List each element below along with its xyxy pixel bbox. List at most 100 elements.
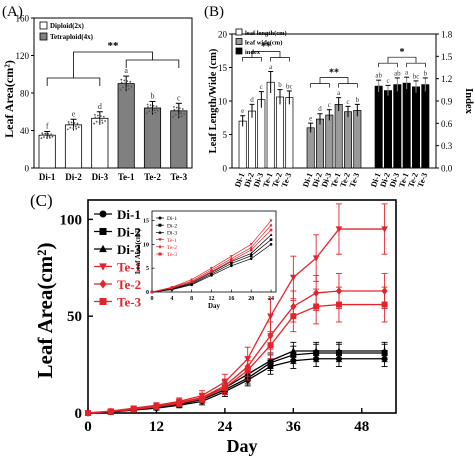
x-tick-label: 36: [286, 419, 302, 435]
bar: [285, 97, 294, 169]
bar: [170, 110, 188, 169]
inset-data-point: [249, 248, 253, 252]
bar: [238, 120, 247, 169]
data-point: [107, 408, 114, 415]
significance-marker: **: [329, 68, 339, 79]
data-point: [172, 115, 175, 118]
y-tick-label: 0: [25, 164, 30, 174]
x-tick-label: Di-3: [92, 172, 109, 182]
inset-data-point: [269, 233, 273, 236]
inset-data-point: [269, 228, 273, 232]
inset-y-tick-label: 10: [143, 242, 149, 248]
data-point: [178, 107, 181, 110]
significance-letter: a: [124, 66, 128, 75]
inset-data-point: [210, 267, 213, 270]
data-point: [69, 126, 72, 129]
legend-marker: [99, 228, 107, 235]
data-point: [130, 406, 137, 413]
bar: [393, 84, 402, 169]
bracket-between: [319, 77, 349, 84]
inset-y-tick-label: 15: [143, 219, 149, 225]
bar: [248, 110, 256, 169]
inset-data-point: [210, 272, 213, 276]
significance-letter: d: [250, 96, 254, 104]
bar: [412, 86, 420, 169]
inset-legend-label: Di-2: [167, 223, 177, 229]
bar: [353, 110, 362, 169]
bracket-tetraploid: [406, 62, 426, 68]
y2-tick-label: 0.9: [441, 97, 453, 107]
data-point: [126, 80, 129, 83]
inset-data-point: [210, 270, 213, 273]
data-point: [381, 347, 388, 354]
legend-label: index: [245, 49, 261, 56]
bar: [374, 85, 383, 169]
data-point: [77, 126, 80, 129]
data-point: [76, 122, 79, 125]
legend-label: Di-2: [117, 225, 141, 240]
inset-y-axis-label: Leaf Area(cm²): [134, 228, 142, 274]
x-tick-label: 48: [354, 419, 369, 435]
inset-data-point: [229, 255, 233, 258]
y-tick-label: 5: [223, 130, 228, 140]
bar: [344, 111, 352, 169]
data-point: [174, 113, 177, 116]
data-point: [128, 88, 130, 90]
significance-letter: bc: [286, 82, 293, 90]
data-point: [290, 347, 297, 354]
panel-b: (B) 0 5 10 15 20 0.0 0.3 0.6 0.9 1.2 1.5 1.8 Leaf Len…: [204, 4, 474, 189]
data-point: [130, 85, 133, 88]
legend-label: Di-1: [117, 207, 141, 222]
data-point: [43, 136, 45, 139]
y2-tick-label: 0.3: [441, 141, 453, 151]
data-point: [125, 87, 127, 90]
y-axis-label: Leaf Length/Wide (cm): [208, 48, 219, 153]
data-point: [104, 120, 106, 122]
data-point: [152, 104, 155, 107]
data-point: [148, 110, 151, 113]
significance-letter: c: [328, 101, 331, 109]
data-point: [47, 133, 50, 135]
x-tick-label: Te-3: [170, 172, 187, 182]
inset-data-point: [230, 262, 233, 265]
inset-legend-marker: [158, 223, 162, 227]
y-tick-label: 20: [218, 30, 228, 40]
legend-label: Diploid(2x): [50, 22, 85, 30]
data-point: [175, 106, 178, 109]
inset-data-point: [230, 264, 233, 268]
data-point: [85, 410, 91, 416]
x-tick-label: 0: [84, 419, 92, 435]
data-point: [95, 120, 98, 123]
data-point: [145, 112, 148, 115]
data-point: [123, 82, 126, 85]
y2-tick-label: 0.6: [441, 119, 453, 129]
bar: [384, 90, 392, 169]
significance-letter: d: [318, 105, 322, 113]
data-point: [99, 115, 102, 118]
legend-swatch: [235, 28, 243, 36]
data-point: [267, 342, 274, 349]
bracket-tetraploid: [270, 57, 290, 62]
data-point: [180, 115, 183, 117]
bar: [64, 124, 83, 169]
data-point: [40, 137, 43, 140]
inset-data-point: [249, 243, 253, 246]
bar: [91, 117, 109, 169]
y-tick-label: 0: [75, 406, 83, 422]
bar: [117, 83, 135, 169]
significance-marker: **: [108, 40, 120, 52]
y-tick-label: 160: [16, 14, 30, 24]
data-point: [183, 113, 185, 115]
data-point: [70, 121, 73, 124]
bar: [276, 96, 284, 169]
data-point: [94, 113, 96, 116]
inset-y-tick-label: 5: [146, 266, 149, 272]
legend-label: leaf wide(cm): [245, 40, 282, 47]
inset-legend-label: Te-1: [167, 238, 177, 244]
data-point: [177, 114, 180, 117]
bar: [402, 82, 411, 169]
data-point: [335, 347, 343, 354]
data-point: [150, 106, 152, 109]
inset-data-point: [269, 223, 273, 227]
